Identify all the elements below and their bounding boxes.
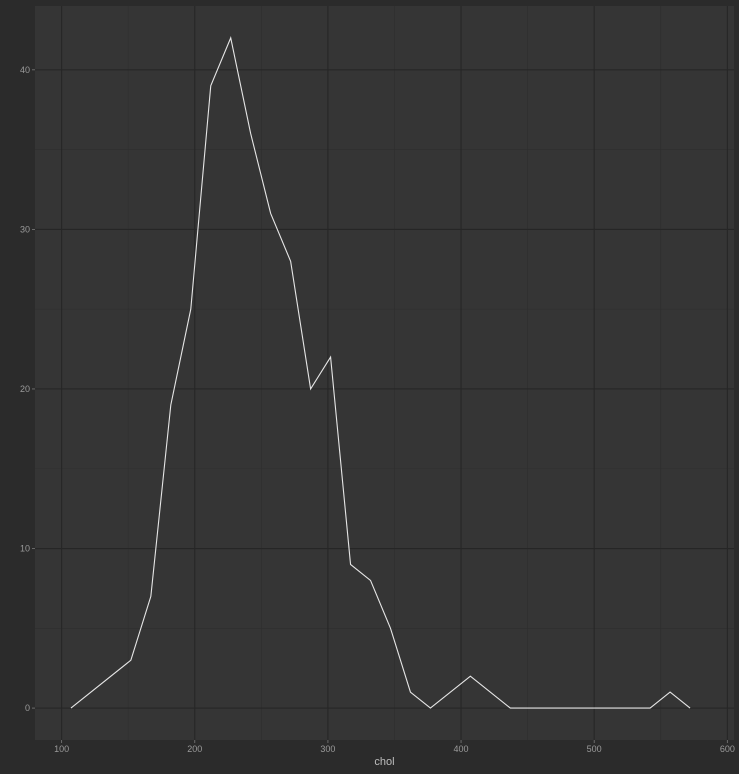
x-tick-label: 400 bbox=[454, 744, 469, 754]
plot-panel bbox=[35, 6, 734, 740]
y-tick-label: 0 bbox=[25, 703, 30, 713]
x-tick-label: 300 bbox=[320, 744, 335, 754]
series-line bbox=[70, 36, 691, 709]
y-tick-label: 30 bbox=[20, 224, 30, 234]
x-tick-label: 600 bbox=[720, 744, 735, 754]
x-tick-label: 100 bbox=[54, 744, 69, 754]
x-tick-label: 500 bbox=[587, 744, 602, 754]
series-layer bbox=[70, 36, 691, 709]
x-axis-title: chol bbox=[374, 756, 394, 768]
x-tick-label: 200 bbox=[187, 744, 202, 754]
y-tick-label: 20 bbox=[20, 384, 30, 394]
x-axis-ticks: 100 200 300 400 500 600 bbox=[54, 740, 735, 754]
minor-gridlines bbox=[35, 6, 734, 740]
y-tick-label: 10 bbox=[20, 544, 30, 554]
major-gridlines bbox=[35, 6, 734, 740]
y-tick-label: 40 bbox=[20, 65, 30, 75]
y-axis-ticks: 0 10 20 30 40 bbox=[20, 65, 35, 713]
